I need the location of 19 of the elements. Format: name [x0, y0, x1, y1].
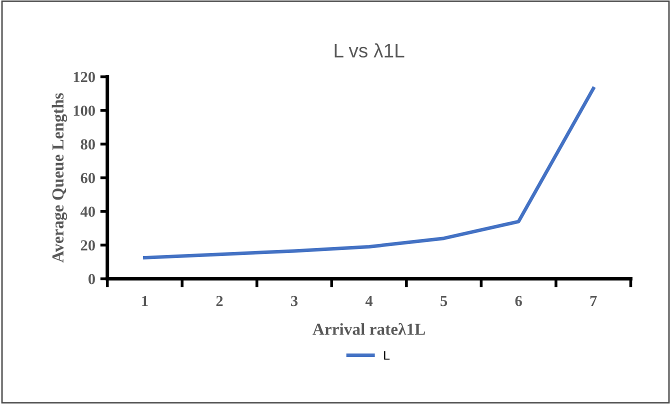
y-tick-label: 120 [74, 72, 95, 82]
y-tick-label: 40 [80, 206, 95, 217]
y-tick-label: 0 [88, 274, 95, 284]
y-tick-label: 20 [80, 240, 95, 251]
x-tick-label: 1 [142, 296, 148, 306]
y-tick-label: 100 [74, 106, 95, 116]
x-tick-label: 2 [216, 296, 223, 306]
x-tick-label: 6 [515, 296, 522, 306]
line-series [143, 86, 596, 260]
y-tick-label: 60 [80, 172, 95, 184]
x-tick-label: 4 [365, 296, 373, 306]
x-tick-label: 3 [291, 296, 298, 306]
chart-title: L vs λ1L [334, 43, 404, 58]
x-axis-title: Arrival rateλ1L [312, 323, 425, 335]
x-tick-label: 5 [440, 296, 448, 306]
y-tick-label: 80 [80, 139, 95, 150]
legend-label: L [384, 351, 390, 360]
y-axis-title: Average Queue Lengths [52, 93, 68, 263]
x-tick-label: 7 [590, 296, 597, 306]
